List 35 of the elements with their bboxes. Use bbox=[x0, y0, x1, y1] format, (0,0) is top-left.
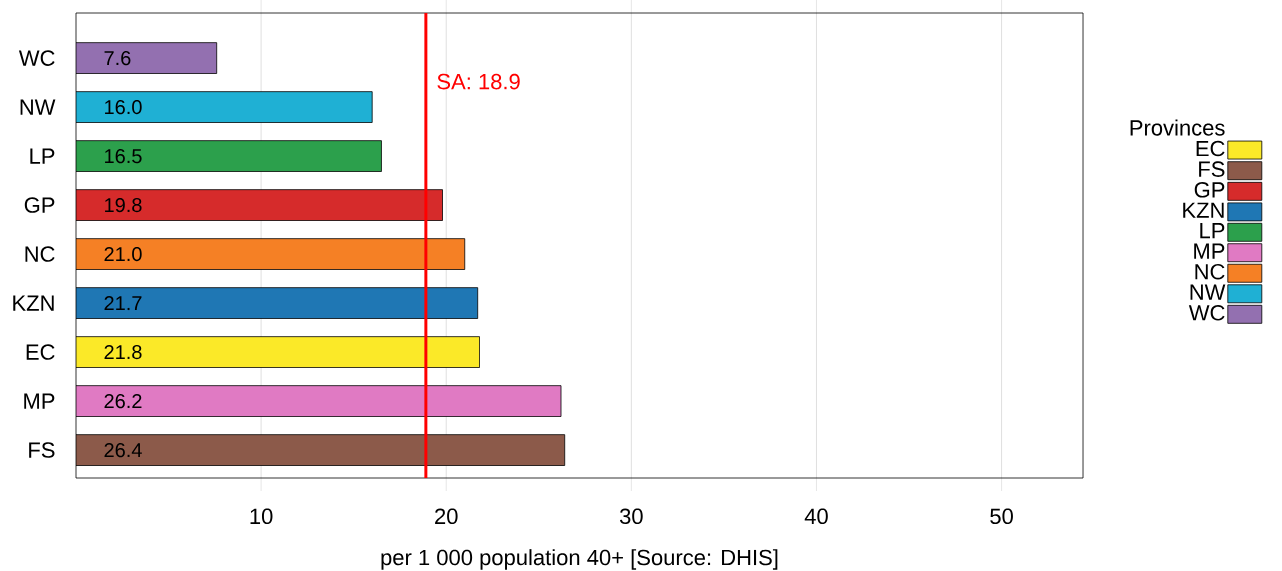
data-label: 21.7 bbox=[104, 296, 142, 311]
y-tick-label: LP bbox=[30, 148, 55, 164]
x-tick-label: 40 bbox=[804, 508, 828, 525]
y-tick-label: NC bbox=[25, 246, 55, 262]
x-tick-label: 10 bbox=[250, 508, 273, 525]
legend-label: FS bbox=[1199, 161, 1225, 177]
y-tick-label: NW bbox=[20, 99, 56, 115]
legend-label: MP bbox=[1194, 243, 1225, 259]
legend-label: WC bbox=[1188, 304, 1225, 321]
data-label: 19.8 bbox=[105, 198, 142, 213]
y-tick-label: FS bbox=[29, 442, 55, 458]
y-tick-label: GP bbox=[24, 197, 55, 213]
y-tick-label: EC bbox=[26, 344, 55, 360]
x-axis-title: per 1 000 population 40+ [Source: DHIS] bbox=[381, 549, 778, 570]
legend-label: NC bbox=[1195, 263, 1225, 280]
y-tick-label: MP bbox=[24, 393, 55, 409]
y-tick-label: KZN bbox=[13, 295, 54, 311]
data-label: 16.0 bbox=[105, 100, 142, 115]
legend-label: KZN bbox=[1183, 202, 1224, 218]
data-label: 21.8 bbox=[104, 345, 142, 360]
data-label: 7.6 bbox=[104, 51, 131, 66]
x-tick-label: 50 bbox=[990, 508, 1013, 525]
data-label: 26.4 bbox=[104, 442, 142, 458]
legend-title: Provinces bbox=[1130, 119, 1225, 136]
data-label: 16.5 bbox=[105, 149, 142, 164]
data-label: 26.2 bbox=[104, 394, 142, 409]
y-tick-label: WC bbox=[18, 50, 55, 66]
legend-label: LP bbox=[1200, 223, 1225, 239]
legend-label: GP bbox=[1194, 182, 1225, 198]
legend-label: NW bbox=[1190, 284, 1226, 300]
x-tick-label: 30 bbox=[619, 508, 643, 525]
data-label: 21.0 bbox=[104, 247, 142, 262]
x-tick-label: 20 bbox=[435, 508, 458, 525]
legend-label: EC bbox=[1196, 140, 1225, 157]
ref-line-label: SA: 18.9 bbox=[437, 73, 520, 90]
